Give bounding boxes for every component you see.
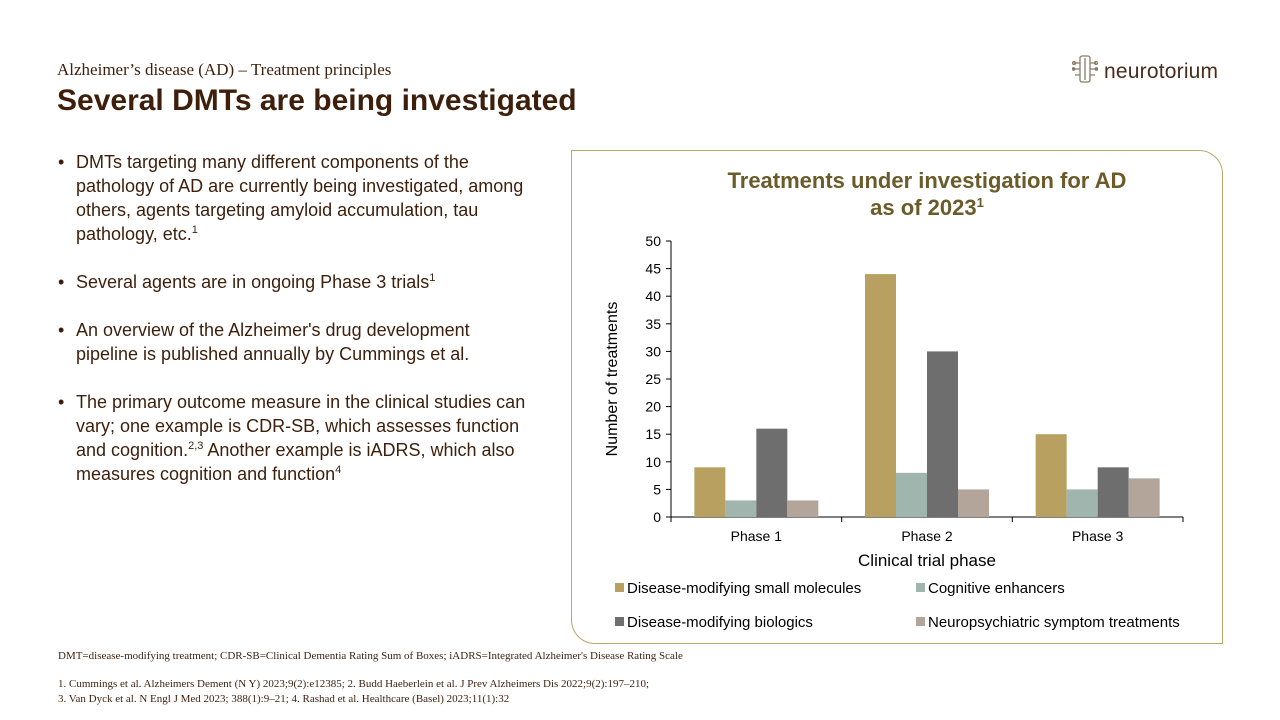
- bullet-list: • DMTs targeting many different componen…: [58, 150, 528, 510]
- bar: [1097, 467, 1129, 517]
- bullet-text: Several agents are in ongoing Phase 3 tr…: [76, 272, 430, 292]
- y-tick-label: 50: [645, 233, 661, 249]
- bar-chart: Treatments under investigation for ADas …: [604, 168, 1184, 631]
- slide-title: Several DMTs are being investigated: [57, 84, 577, 117]
- y-axis-label: Number of treatments: [604, 302, 621, 457]
- chart-panel: Treatments under investigation for AD as …: [571, 150, 1223, 644]
- x-tick-label: Phase 3: [1072, 528, 1124, 544]
- bar: [1128, 478, 1160, 517]
- x-axis-label: Clinical trial phase: [858, 551, 996, 570]
- legend-swatch: [615, 583, 624, 592]
- reference-sup: 1: [429, 272, 436, 284]
- y-tick-label: 20: [645, 399, 661, 415]
- reference-sup: 4: [335, 464, 342, 476]
- bar: [927, 351, 958, 517]
- logo-text: neurotorium: [1104, 59, 1219, 83]
- y-tick-label: 15: [645, 426, 661, 442]
- bar: [958, 489, 989, 517]
- slide-subtitle: Alzheimer’s disease (AD) – Treatment pri…: [57, 60, 392, 79]
- bullet-item: • Several agents are in ongoing Phase 3 …: [58, 272, 436, 292]
- bullet-text-continued: Another example is iADRS, which also mea…: [76, 440, 515, 484]
- y-tick-label: 0: [653, 509, 661, 525]
- legend-label: Cognitive enhancers: [928, 580, 1065, 597]
- legend-label: Disease-modifying small molecules: [627, 580, 861, 597]
- bullet-text: DMTs targeting many different components…: [76, 152, 524, 244]
- y-tick-label: 5: [653, 481, 661, 497]
- chart-title-line2: as of 20231: [870, 195, 984, 220]
- bar: [1035, 434, 1067, 517]
- bar: [725, 500, 757, 517]
- bar: [694, 467, 726, 517]
- abbreviations-footnote: DMT=disease-modifying treatment; CDR-SB=…: [58, 650, 683, 662]
- reference-sup: 2,3: [188, 440, 204, 452]
- references-line-1: 1. Cummings et al. Alzheimers Dement (N …: [58, 678, 650, 690]
- y-tick-label: 35: [645, 316, 661, 332]
- y-tick-label: 30: [645, 343, 661, 359]
- legend-swatch: [615, 617, 624, 626]
- legend-label: Disease-modifying biologics: [627, 614, 813, 631]
- bullet-text: The primary outcome measure in the clini…: [76, 392, 526, 460]
- bar: [1066, 489, 1098, 517]
- bar: [896, 472, 927, 517]
- bar: [865, 274, 896, 517]
- y-tick-label: 40: [645, 288, 661, 304]
- bullet-item: • An overview of the Alzheimer's drug de…: [58, 320, 470, 364]
- legend-swatch: [916, 583, 925, 592]
- x-tick-label: Phase 1: [731, 528, 783, 544]
- chart-title: Treatments under investigation for AD: [728, 168, 1127, 193]
- legend-swatch: [916, 617, 925, 626]
- legend-label: Neuropsychiatric symptom treatments: [928, 614, 1180, 631]
- reference-sup: 1: [191, 224, 198, 236]
- neuron-logo-icon: [1071, 54, 1099, 89]
- y-tick-label: 45: [645, 261, 661, 277]
- y-tick-label: 25: [645, 371, 661, 387]
- bullet-item: • DMTs targeting many different componen…: [58, 152, 524, 244]
- bullet-text: An overview of the Alzheimer's drug deve…: [76, 320, 470, 364]
- bar: [756, 428, 788, 517]
- y-tick-label: 10: [645, 454, 661, 470]
- bullet-item: • The primary outcome measure in the cli…: [58, 392, 526, 484]
- references-line-2: 3. Van Dyck et al. N Engl J Med 2023; 38…: [58, 693, 510, 705]
- bar: [787, 500, 819, 517]
- x-tick-label: Phase 2: [901, 528, 953, 544]
- brand-logo: neurotorium: [1071, 54, 1219, 89]
